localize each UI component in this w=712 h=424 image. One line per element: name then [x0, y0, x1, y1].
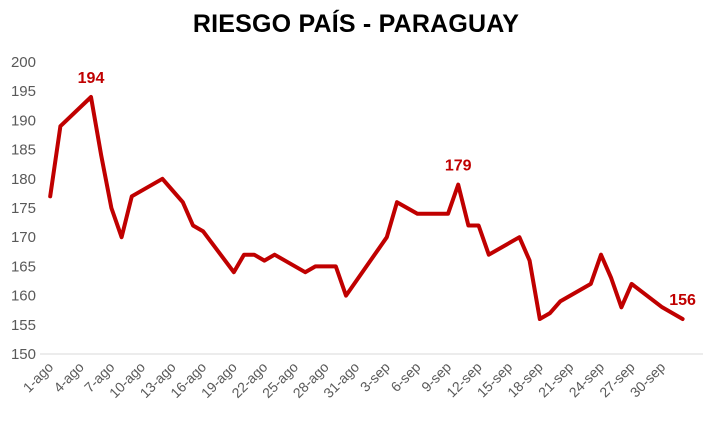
y-tick-label: 160	[11, 288, 36, 305]
y-tick-label: 175	[11, 200, 36, 217]
data-label: 179	[445, 158, 472, 175]
x-axis: 1-ago4-ago7-ago10-ago13-ago16-ago19-ago2…	[20, 353, 703, 401]
data-label: 156	[669, 292, 696, 309]
y-axis: 150 155 160 165 170 175 180 185 190 195 200	[11, 54, 36, 363]
y-tick-label: 195	[11, 83, 36, 100]
x-tick-label: 1-ago	[20, 359, 57, 396]
x-tick-label: 30-sep	[627, 359, 669, 401]
data-label: 194	[78, 70, 105, 87]
y-tick-label: 150	[11, 346, 36, 363]
x-tick-label: 4-ago	[50, 359, 87, 396]
y-tick-label: 180	[11, 171, 36, 188]
series-line	[48, 95, 685, 321]
y-tick-label: 165	[11, 258, 36, 275]
annotation-layer: 194 179 156	[78, 70, 696, 309]
x-tick-label: 3-sep	[357, 359, 393, 395]
y-tick-label: 155	[11, 317, 36, 334]
y-tick-label: 190	[11, 112, 36, 129]
y-tick-label: 185	[11, 142, 36, 159]
x-tick-label: 6-sep	[387, 359, 423, 395]
y-tick-label: 200	[11, 54, 36, 71]
series-layer	[48, 95, 685, 321]
y-tick-label: 170	[11, 229, 36, 246]
chart-title: RIESGO PAÍS - PARAGUAY	[192, 10, 520, 38]
